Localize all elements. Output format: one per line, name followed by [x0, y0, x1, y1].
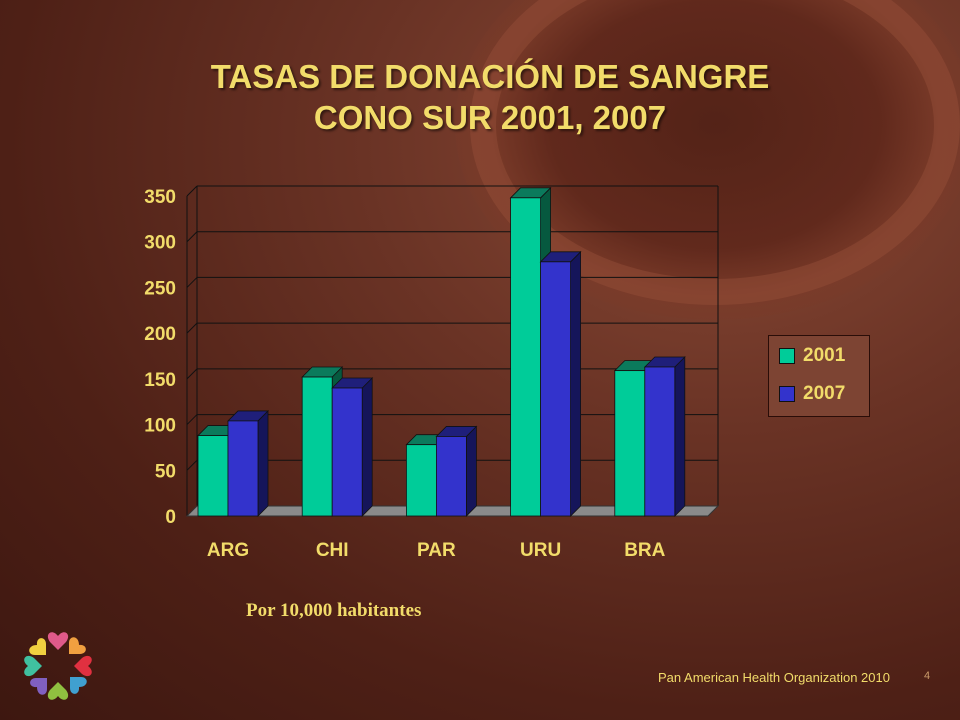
legend-label-2001: 2001: [803, 345, 846, 366]
title-line-1: TASAS DE DONACIÓN DE SANGRE: [210, 58, 770, 95]
x-axis-categories: ARG CHI PAR URU BRA: [207, 540, 666, 561]
x-category-label: URU: [520, 540, 561, 561]
gridline-diagonal: [186, 414, 198, 425]
y-tick-label: 350: [144, 187, 176, 208]
y-tick-label: 300: [144, 233, 176, 254]
bar-side: [570, 250, 581, 517]
bar-chi-2007: [331, 377, 374, 517]
organization-footer: Pan American Health Organization 2010: [658, 670, 890, 685]
bar-front: [405, 444, 437, 517]
bar-uru-2007: [539, 250, 582, 517]
chart-legend: 2001 2007: [768, 335, 870, 417]
legend-item-2001: 2001: [779, 345, 846, 366]
chart-title: TASAS DE DONACIÓN DE SANGRE CONO SUR 200…: [120, 56, 860, 138]
gridline-diagonal: [186, 322, 198, 334]
x-category-label: PAR: [417, 540, 456, 561]
gridline-diagonal: [186, 459, 198, 471]
bar-front: [510, 197, 542, 517]
bar-front: [614, 370, 646, 517]
bar-front: [227, 420, 259, 517]
y-tick-label: 250: [144, 278, 176, 299]
x-category-label: CHI: [316, 540, 349, 561]
chart-bars: [197, 186, 686, 517]
title-line-2: CONO SUR 2001, 2007: [313, 99, 667, 136]
bar-front: [435, 436, 467, 517]
legend-swatch-2001: [779, 348, 795, 364]
units-footnote: Por 10,000 habitantes: [246, 600, 422, 621]
bar-bra-2007: [643, 356, 686, 517]
bar-front: [644, 366, 676, 517]
bar-side: [465, 425, 477, 517]
bar-side: [361, 377, 373, 517]
bar-front: [331, 387, 363, 517]
y-tick-label: 200: [144, 324, 176, 345]
paho-hearts-logo-icon: [24, 632, 92, 700]
legend-swatch-2007: [779, 386, 795, 402]
legend-item-2007: 2007: [779, 383, 846, 404]
gridline-diagonal: [186, 277, 198, 288]
gridline-diagonal: [186, 231, 198, 243]
y-tick-label: 0: [165, 507, 176, 528]
bar-front: [197, 435, 229, 517]
gridline-diagonal: [186, 368, 198, 380]
y-axis-ticks: 0 50 100 150 200 250 300 350: [144, 187, 176, 528]
x-category-label: ARG: [207, 540, 249, 561]
x-category-label: BRA: [624, 540, 665, 561]
page-number: 4: [924, 670, 931, 682]
y-tick-label: 150: [144, 370, 176, 391]
y-tick-label: 100: [144, 416, 176, 437]
bar-side: [257, 409, 269, 517]
bar-front: [540, 261, 571, 517]
bar-par-2007: [435, 425, 478, 517]
y-tick-label: 50: [155, 461, 176, 482]
legend-label-2007: 2007: [803, 383, 846, 404]
gridline-diagonal: [186, 185, 198, 197]
bar-front: [301, 376, 333, 517]
bar-side: [674, 356, 686, 517]
bar-arg-2007: [227, 409, 269, 517]
